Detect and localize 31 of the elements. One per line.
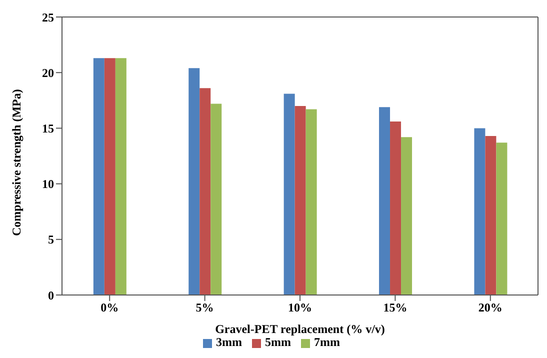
bar [306,109,317,295]
bar [210,104,222,295]
legend-label: 5mm [265,335,291,349]
legend-label: 7mm [314,335,340,349]
y-tick-label: 15 [42,121,54,136]
bar [200,88,211,295]
y-tick-label: 5 [48,232,54,247]
bar [485,136,496,295]
bar [284,94,295,295]
legend-label: 3mm [216,335,242,349]
bar [390,122,402,295]
bar [401,137,412,295]
bar [115,58,126,295]
y-tick-label: 0 [48,288,54,302]
bar [379,107,390,295]
y-tick-label: 10 [42,177,54,192]
x-tick-label: 15% [383,300,408,315]
y-tick-label: 25 [42,10,54,24]
bar [93,58,104,295]
x-tick-label: 20% [478,300,502,315]
x-axis-title: Gravel-PET replacement (% v/v) [215,322,385,336]
y-axis-title: Compressive strength (MPa) [9,89,24,236]
x-tick-label: 10% [288,300,312,315]
x-tick-label: 0% [100,300,119,315]
bar [294,106,306,295]
bar [474,128,486,295]
bar [188,68,200,295]
bar [496,142,508,295]
bar [104,58,116,295]
y-tick-label: 20 [42,66,54,80]
x-tick-label: 5% [196,300,214,315]
